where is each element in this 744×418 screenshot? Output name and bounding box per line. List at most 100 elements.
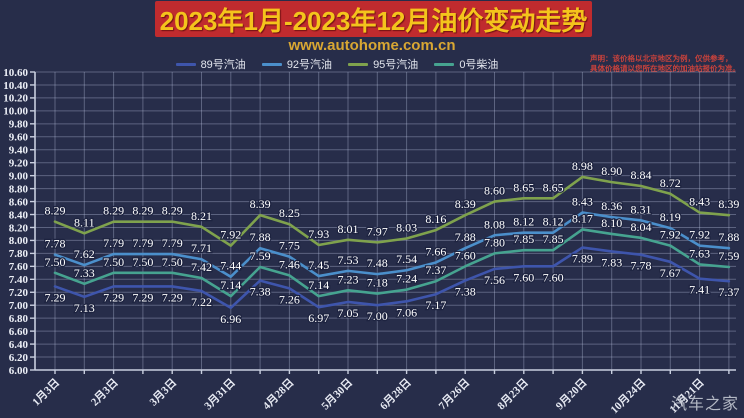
- legend-label: 89号汽油: [200, 59, 246, 71]
- svg-text:7.88: 7.88: [718, 230, 739, 244]
- svg-text:7.38: 7.38: [455, 285, 476, 299]
- svg-text:8.39: 8.39: [718, 197, 739, 211]
- svg-text:7.40: 7.40: [9, 274, 29, 286]
- svg-text:6.80: 6.80: [9, 313, 29, 325]
- svg-text:8.60: 8.60: [484, 184, 505, 198]
- svg-text:7.29: 7.29: [45, 290, 66, 304]
- svg-text:8.00: 8.00: [9, 235, 29, 247]
- legend-label: 95号汽油: [373, 59, 419, 71]
- legend-item-1: 92号汽油: [261, 56, 333, 72]
- svg-text:7.56: 7.56: [484, 273, 505, 287]
- svg-text:9.20: 9.20: [9, 157, 29, 169]
- svg-text:7.85: 7.85: [543, 232, 564, 246]
- svg-text:3月31日: 3月31日: [202, 376, 238, 412]
- svg-text:8.04: 8.04: [631, 220, 652, 234]
- svg-text:1月3日: 1月3日: [30, 376, 63, 409]
- svg-text:8.60: 8.60: [9, 196, 29, 208]
- svg-text:8.43: 8.43: [572, 195, 593, 209]
- svg-text:8.29: 8.29: [162, 204, 183, 218]
- svg-text:8.98: 8.98: [572, 159, 593, 173]
- svg-text:7.59: 7.59: [718, 249, 739, 263]
- svg-text:7.66: 7.66: [425, 244, 446, 258]
- svg-text:8.19: 8.19: [660, 210, 681, 224]
- legend-label: 92号汽油: [286, 59, 333, 71]
- svg-text:8.43: 8.43: [689, 195, 710, 209]
- svg-text:7.44: 7.44: [220, 259, 241, 273]
- svg-text:10.20: 10.20: [3, 93, 28, 105]
- svg-text:8月23日: 8月23日: [495, 376, 531, 412]
- svg-text:8.29: 8.29: [132, 204, 153, 218]
- svg-text:6.20: 6.20: [9, 352, 29, 364]
- svg-text:7.60: 7.60: [9, 261, 29, 273]
- svg-text:6.60: 6.60: [9, 326, 29, 338]
- svg-text:8.72: 8.72: [660, 176, 681, 190]
- svg-text:7.24: 7.24: [396, 272, 417, 286]
- svg-text:7.29: 7.29: [132, 290, 153, 304]
- svg-text:9.80: 9.80: [9, 119, 29, 131]
- svg-text:3月3日: 3月3日: [147, 376, 180, 409]
- svg-text:4月28日: 4月28日: [260, 376, 296, 412]
- svg-text:7.41: 7.41: [689, 283, 710, 297]
- svg-text:10.00: 10.00: [3, 106, 28, 118]
- axes: [30, 71, 730, 374]
- svg-text:10.60: 10.60: [3, 67, 28, 79]
- svg-text:7.71: 7.71: [191, 241, 212, 255]
- disclaimer-text: 声明：该价格以北京地区为例，仅供参考， 具体价格请以您所在地区的加油站报价为准。: [590, 54, 742, 73]
- svg-text:7.46: 7.46: [279, 257, 300, 271]
- legend-swatch-icon: [434, 62, 455, 66]
- svg-text:8.12: 8.12: [513, 215, 534, 229]
- svg-text:7.26: 7.26: [279, 292, 300, 306]
- svg-text:8.03: 8.03: [396, 220, 417, 234]
- series-line-1: [53, 211, 731, 279]
- svg-text:10.40: 10.40: [3, 80, 28, 92]
- series-line-0: [53, 246, 731, 310]
- svg-text:7.88: 7.88: [250, 230, 271, 244]
- svg-text:7.89: 7.89: [572, 252, 593, 266]
- svg-text:7.48: 7.48: [367, 256, 388, 270]
- svg-text:7.80: 7.80: [484, 235, 505, 249]
- svg-text:7.93: 7.93: [308, 227, 329, 241]
- svg-text:6.96: 6.96: [220, 312, 241, 326]
- svg-text:8.84: 8.84: [631, 168, 652, 182]
- legend-item-0: 89号汽油: [175, 56, 246, 72]
- svg-text:8.11: 8.11: [74, 215, 95, 229]
- svg-text:8.08: 8.08: [484, 217, 505, 231]
- svg-text:7.85: 7.85: [513, 232, 534, 246]
- svg-text:7.37: 7.37: [718, 285, 739, 299]
- svg-text:7.23: 7.23: [338, 272, 359, 286]
- svg-text:8.12: 8.12: [543, 215, 564, 229]
- svg-text:7.60: 7.60: [543, 270, 564, 284]
- disclaimer-line-2: 具体价格请以您所在地区的加油站报价为准。: [590, 63, 740, 73]
- svg-text:8.31: 8.31: [631, 202, 652, 216]
- svg-text:7.92: 7.92: [220, 228, 241, 242]
- svg-text:7.78: 7.78: [631, 259, 652, 273]
- legend-swatch-icon: [348, 62, 369, 66]
- svg-text:7.18: 7.18: [367, 276, 388, 290]
- svg-text:7.59: 7.59: [250, 249, 271, 263]
- svg-text:8.40: 8.40: [9, 209, 29, 221]
- series-labels-1: 7.78 7.62 7.79 7.79 7.79 7.71 7.44 7.88 7.75 7.45…: [43, 193, 740, 274]
- svg-text:7.13: 7.13: [74, 301, 95, 315]
- svg-text:7.97: 7.97: [367, 224, 388, 238]
- svg-text:7.79: 7.79: [132, 236, 153, 250]
- svg-text:8.65: 8.65: [513, 180, 534, 194]
- svg-text:7.79: 7.79: [162, 236, 183, 250]
- title-banner: 2023年1月-2023年12月油价变动走势: [155, 1, 592, 37]
- svg-text:7.60: 7.60: [455, 248, 476, 262]
- svg-text:7.29: 7.29: [162, 290, 183, 304]
- svg-text:7.37: 7.37: [425, 263, 446, 277]
- svg-text:8.29: 8.29: [45, 204, 66, 218]
- svg-text:7.53: 7.53: [338, 253, 359, 267]
- svg-text:7.60: 7.60: [513, 270, 534, 284]
- svg-text:7.92: 7.92: [689, 228, 710, 242]
- svg-text:8.21: 8.21: [191, 209, 212, 223]
- svg-text:2月3日: 2月3日: [88, 376, 121, 409]
- svg-text:7.05: 7.05: [338, 306, 359, 320]
- svg-text:7.06: 7.06: [396, 305, 417, 319]
- svg-text:8.65: 8.65: [543, 180, 564, 194]
- svg-text:10月24日: 10月24日: [608, 376, 648, 416]
- svg-text:7.50: 7.50: [45, 255, 66, 269]
- svg-text:7.75: 7.75: [279, 239, 300, 253]
- legend: 89号汽油 92号汽油 95号汽油 0号柴油: [0, 56, 709, 72]
